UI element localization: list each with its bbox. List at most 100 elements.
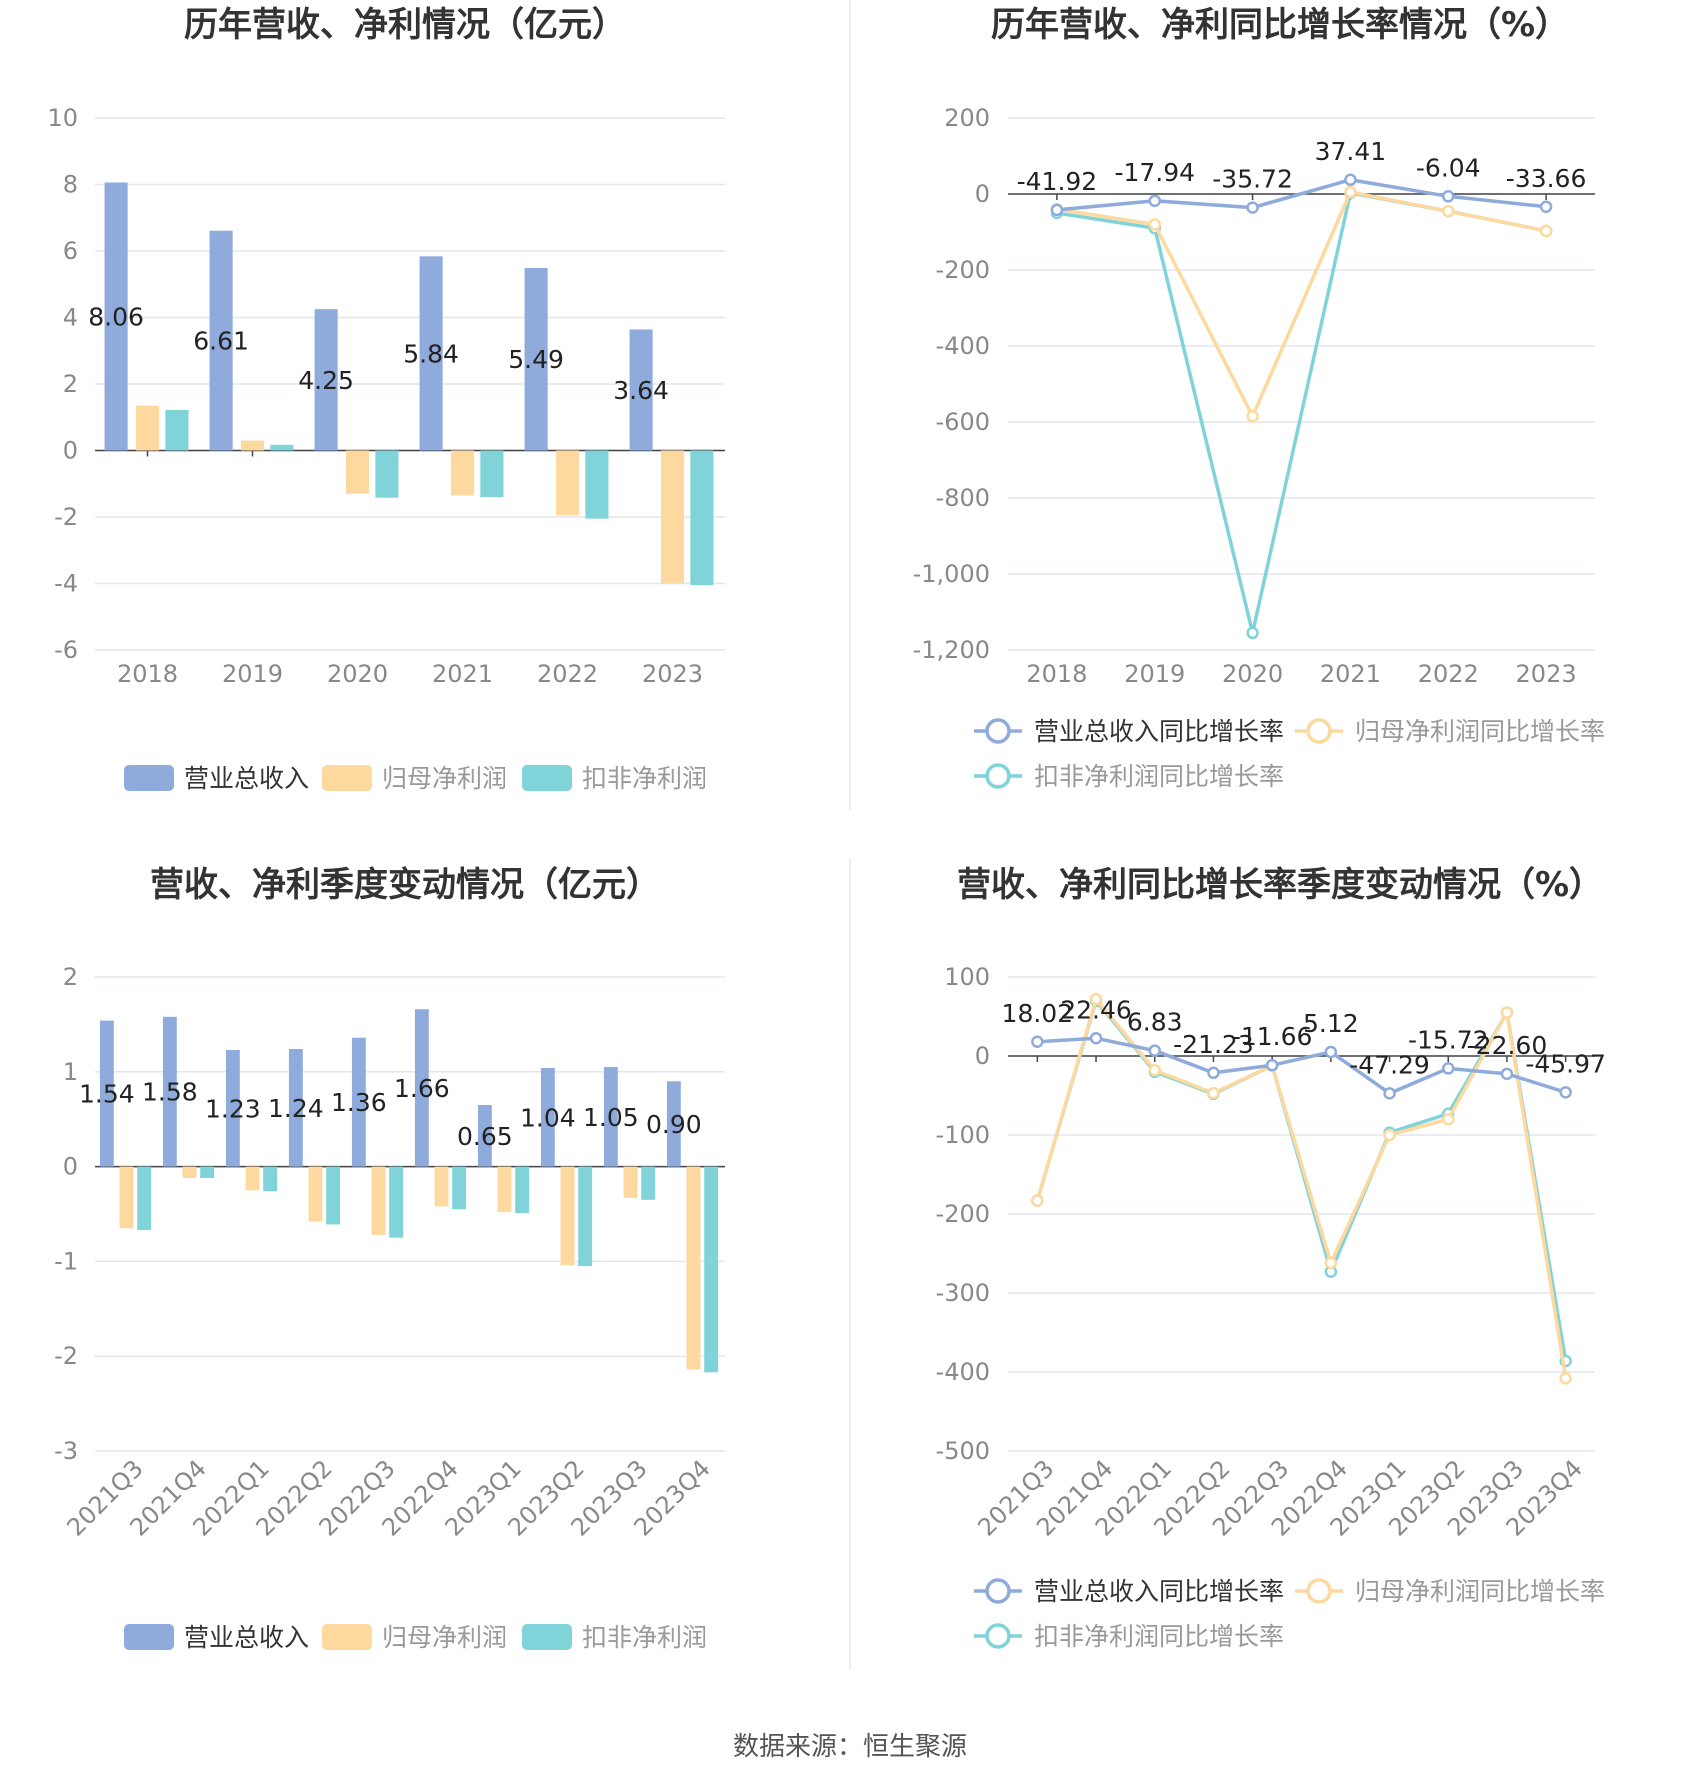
legend-label: 扣非净利润 — [582, 764, 707, 793]
bar — [450, 450, 475, 496]
y-tick-label: -2 — [54, 503, 78, 531]
data-label: 0.65 — [457, 1122, 513, 1151]
x-tick-label: 2023 — [1516, 660, 1577, 688]
y-tick-label: 2 — [63, 963, 78, 991]
data-label: 22.46 — [1060, 995, 1132, 1024]
legend-label: 归母净利润同比增长率 — [1355, 717, 1605, 746]
data-point — [1324, 1256, 1338, 1270]
data-label: -47.29 — [1349, 1050, 1430, 1079]
data-point — [1031, 1035, 1044, 1049]
data-point — [1148, 218, 1161, 231]
y-tick-label: 0 — [975, 180, 990, 208]
data-point — [1383, 1128, 1396, 1142]
series-line — [1056, 177, 1547, 212]
bar — [480, 450, 504, 498]
data-label: -15.72 — [1408, 1025, 1489, 1054]
legend-label: 归母净利润 — [382, 764, 507, 793]
legend-label: 营业总收入同比增长率 — [1034, 717, 1284, 746]
legend-marker — [985, 1623, 1011, 1649]
y-tick-label: -100 — [936, 1121, 990, 1149]
y-tick-label: -1,000 — [913, 560, 990, 588]
bar — [162, 1016, 177, 1167]
bar — [690, 450, 714, 586]
data-point — [1539, 200, 1553, 214]
bar — [629, 329, 653, 451]
bar — [585, 450, 609, 519]
x-tick-label: 2019 — [222, 660, 283, 688]
data-label: 5.84 — [403, 339, 459, 368]
data-label: 1.54 — [79, 1080, 135, 1109]
data-label: -11.66 — [1232, 1022, 1313, 1051]
bar — [603, 1067, 618, 1167]
y-tick-label: -400 — [936, 1358, 990, 1386]
annual-growth-chart: 历年营收、净利同比增长率情况（%） 200 0 -200 -400 -600 -800 -1,… — [913, 5, 1605, 791]
bar — [240, 440, 265, 451]
data-label: 5.12 — [1303, 1009, 1359, 1038]
bar — [497, 1166, 512, 1213]
data-point — [1246, 201, 1259, 214]
bar — [345, 450, 370, 494]
bar — [452, 1166, 467, 1210]
x-tick-label: 2019 — [1124, 660, 1185, 688]
data-label: 1.04 — [520, 1103, 576, 1132]
legend-label: 营业总收入同比增长率 — [1034, 1577, 1284, 1606]
bar — [540, 1068, 555, 1167]
data-label: -22.60 — [1467, 1031, 1548, 1060]
bar — [99, 1020, 114, 1167]
bar — [419, 256, 443, 451]
data-point — [1207, 1086, 1220, 1100]
y-tick-label: 10 — [47, 104, 78, 132]
data-label: 1.58 — [142, 1078, 198, 1107]
y-tick-label: -6 — [54, 636, 78, 664]
y-tick-label: -600 — [936, 408, 990, 436]
chart-title: 营收、净利季度变动情况（亿元） — [150, 865, 660, 905]
data-label: -45.97 — [1525, 1049, 1606, 1078]
bar — [225, 1049, 240, 1167]
bar — [389, 1166, 404, 1238]
bar — [182, 1166, 197, 1178]
data-point — [1344, 173, 1357, 187]
data-label: 6.61 — [193, 327, 249, 356]
bar — [524, 267, 548, 451]
legend-swatch — [522, 1624, 572, 1650]
legend-marker — [1306, 718, 1332, 744]
bar — [666, 1081, 681, 1167]
data-point — [1559, 1086, 1572, 1099]
legend-swatch — [124, 765, 174, 791]
data-label: -35.72 — [1212, 165, 1293, 194]
y-tick-label: -500 — [936, 1437, 990, 1465]
x-tick-label: 2021 — [432, 660, 493, 688]
data-point — [1050, 203, 1064, 217]
bar — [104, 182, 128, 451]
data-label: 1.24 — [268, 1094, 324, 1123]
quarterly-amount-chart: 营收、净利季度变动情况（亿元）210-1-2-32021Q32021Q42022… — [54, 865, 725, 1652]
bar — [326, 1166, 341, 1225]
bar — [560, 1166, 575, 1266]
data-point — [1148, 194, 1161, 208]
data-point — [1089, 1032, 1103, 1045]
series-line — [1035, 995, 1568, 1379]
data-point — [1089, 992, 1103, 1006]
y-tick-label: 0 — [63, 1153, 78, 1181]
data-label: 1.36 — [331, 1088, 387, 1117]
series-line — [1037, 1036, 1567, 1096]
bar — [371, 1166, 386, 1235]
legend-label: 营业总收入 — [184, 1623, 309, 1652]
bar — [704, 1166, 719, 1373]
y-tick-label: 0 — [975, 1042, 990, 1070]
y-tick-label: 4 — [63, 304, 78, 332]
bar — [660, 450, 685, 584]
legend-swatch — [322, 765, 372, 791]
bar — [477, 1104, 492, 1167]
data-point — [1383, 1087, 1396, 1100]
data-label: 6.83 — [1127, 1008, 1183, 1037]
data-point — [1148, 1044, 1161, 1057]
data-point — [1031, 1194, 1044, 1207]
y-tick-label: -800 — [936, 484, 990, 512]
legend-swatch — [522, 765, 572, 791]
bar — [137, 1166, 152, 1231]
data-point — [1442, 204, 1455, 218]
data-point — [1207, 1066, 1220, 1080]
y-tick-label: 8 — [63, 171, 78, 199]
